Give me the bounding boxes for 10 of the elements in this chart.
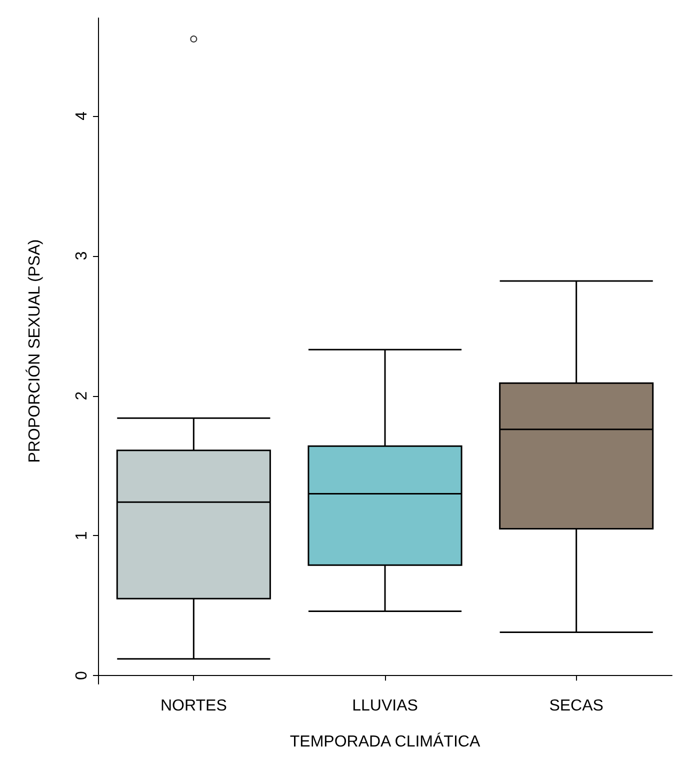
y-tick-label: 3: [74, 251, 90, 260]
x-tick-label: LLUVIAS: [352, 698, 418, 714]
y-tick-label: 2: [74, 391, 90, 400]
x-axis-title: TEMPORADA CLIMÁTICA: [290, 732, 480, 750]
x-tick-label: SECAS: [549, 698, 604, 714]
y-axis-title: PROPORCIÓN SEXUAL (PSA): [26, 239, 44, 463]
y-tick-label: 1: [74, 531, 90, 540]
x-tick-label: NORTES: [160, 698, 227, 714]
y-tick-label: 0: [74, 671, 90, 680]
y-tick-label: 4: [74, 111, 90, 120]
